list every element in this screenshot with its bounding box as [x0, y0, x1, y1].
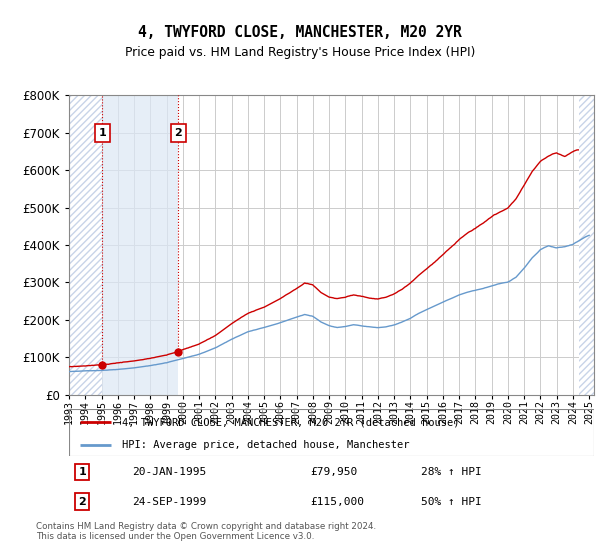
Text: 1: 1 [98, 128, 106, 138]
Text: 4, TWYFORD CLOSE, MANCHESTER, M20 2YR: 4, TWYFORD CLOSE, MANCHESTER, M20 2YR [138, 25, 462, 40]
Text: £115,000: £115,000 [311, 497, 365, 507]
Text: 4, TWYFORD CLOSE, MANCHESTER, M20 2YR (detached house): 4, TWYFORD CLOSE, MANCHESTER, M20 2YR (d… [121, 417, 459, 427]
Text: 2: 2 [175, 128, 182, 138]
Text: 1: 1 [78, 467, 86, 477]
Text: Price paid vs. HM Land Registry's House Price Index (HPI): Price paid vs. HM Land Registry's House … [125, 46, 475, 59]
Text: Contains HM Land Registry data © Crown copyright and database right 2024.
This d: Contains HM Land Registry data © Crown c… [36, 522, 376, 542]
Bar [103, 95, 178, 395]
Text: 50% ↑ HPI: 50% ↑ HPI [421, 497, 482, 507]
Text: £79,950: £79,950 [311, 467, 358, 477]
Text: HPI: Average price, detached house, Manchester: HPI: Average price, detached house, Manc… [121, 440, 409, 450]
Text: 2: 2 [78, 497, 86, 507]
Text: 24-SEP-1999: 24-SEP-1999 [132, 497, 206, 507]
Text: 28% ↑ HPI: 28% ↑ HPI [421, 467, 482, 477]
Text: 20-JAN-1995: 20-JAN-1995 [132, 467, 206, 477]
